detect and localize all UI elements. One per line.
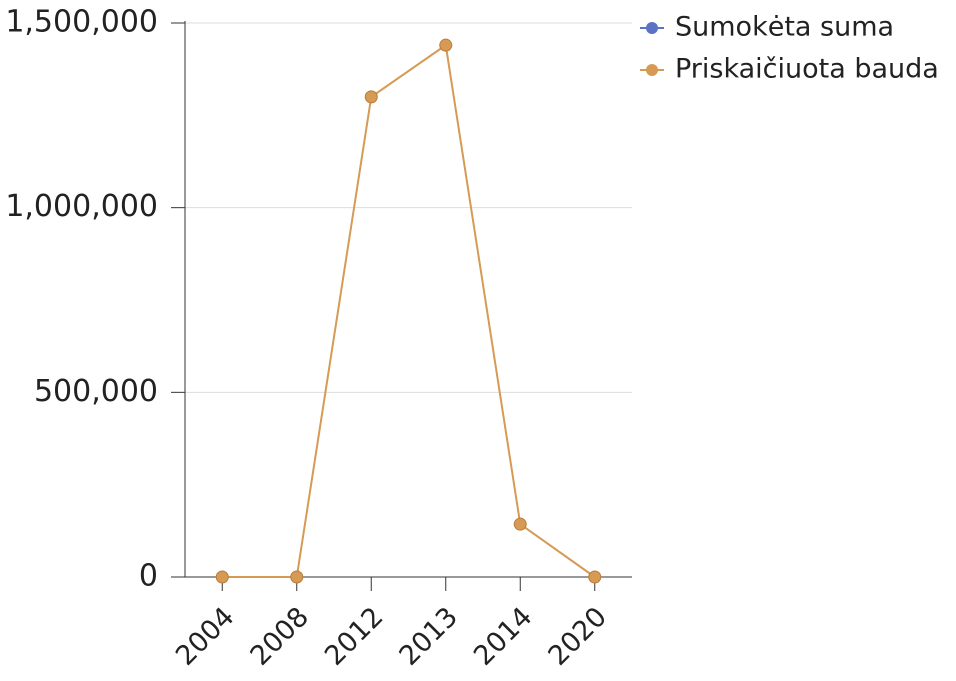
x-tick-label: 2014 [468,601,539,672]
legend-label: Priskaičiuota bauda [675,54,939,85]
data-point [290,570,304,584]
legend-marker [646,64,658,76]
data-point [513,517,527,531]
series-line [222,43,596,578]
legend-label: Sumokėta suma [675,12,894,43]
data-point [588,570,602,584]
data-point [364,90,378,104]
y-tick-label: 500,000 [34,374,158,409]
x-tick-label: 2020 [542,601,613,672]
legend-marker [646,22,658,34]
x-tick-label: 2008 [244,601,315,672]
x-tick-label: 2012 [319,601,390,672]
data-point [215,570,229,584]
y-tick-label: 1,000,000 [5,189,158,224]
x-tick-label: 2004 [170,601,241,672]
x-tick-label: 2013 [393,601,464,672]
y-tick-label: 0 [139,559,158,594]
data-point [439,38,453,52]
y-tick-label: 1,500,000 [5,5,158,40]
